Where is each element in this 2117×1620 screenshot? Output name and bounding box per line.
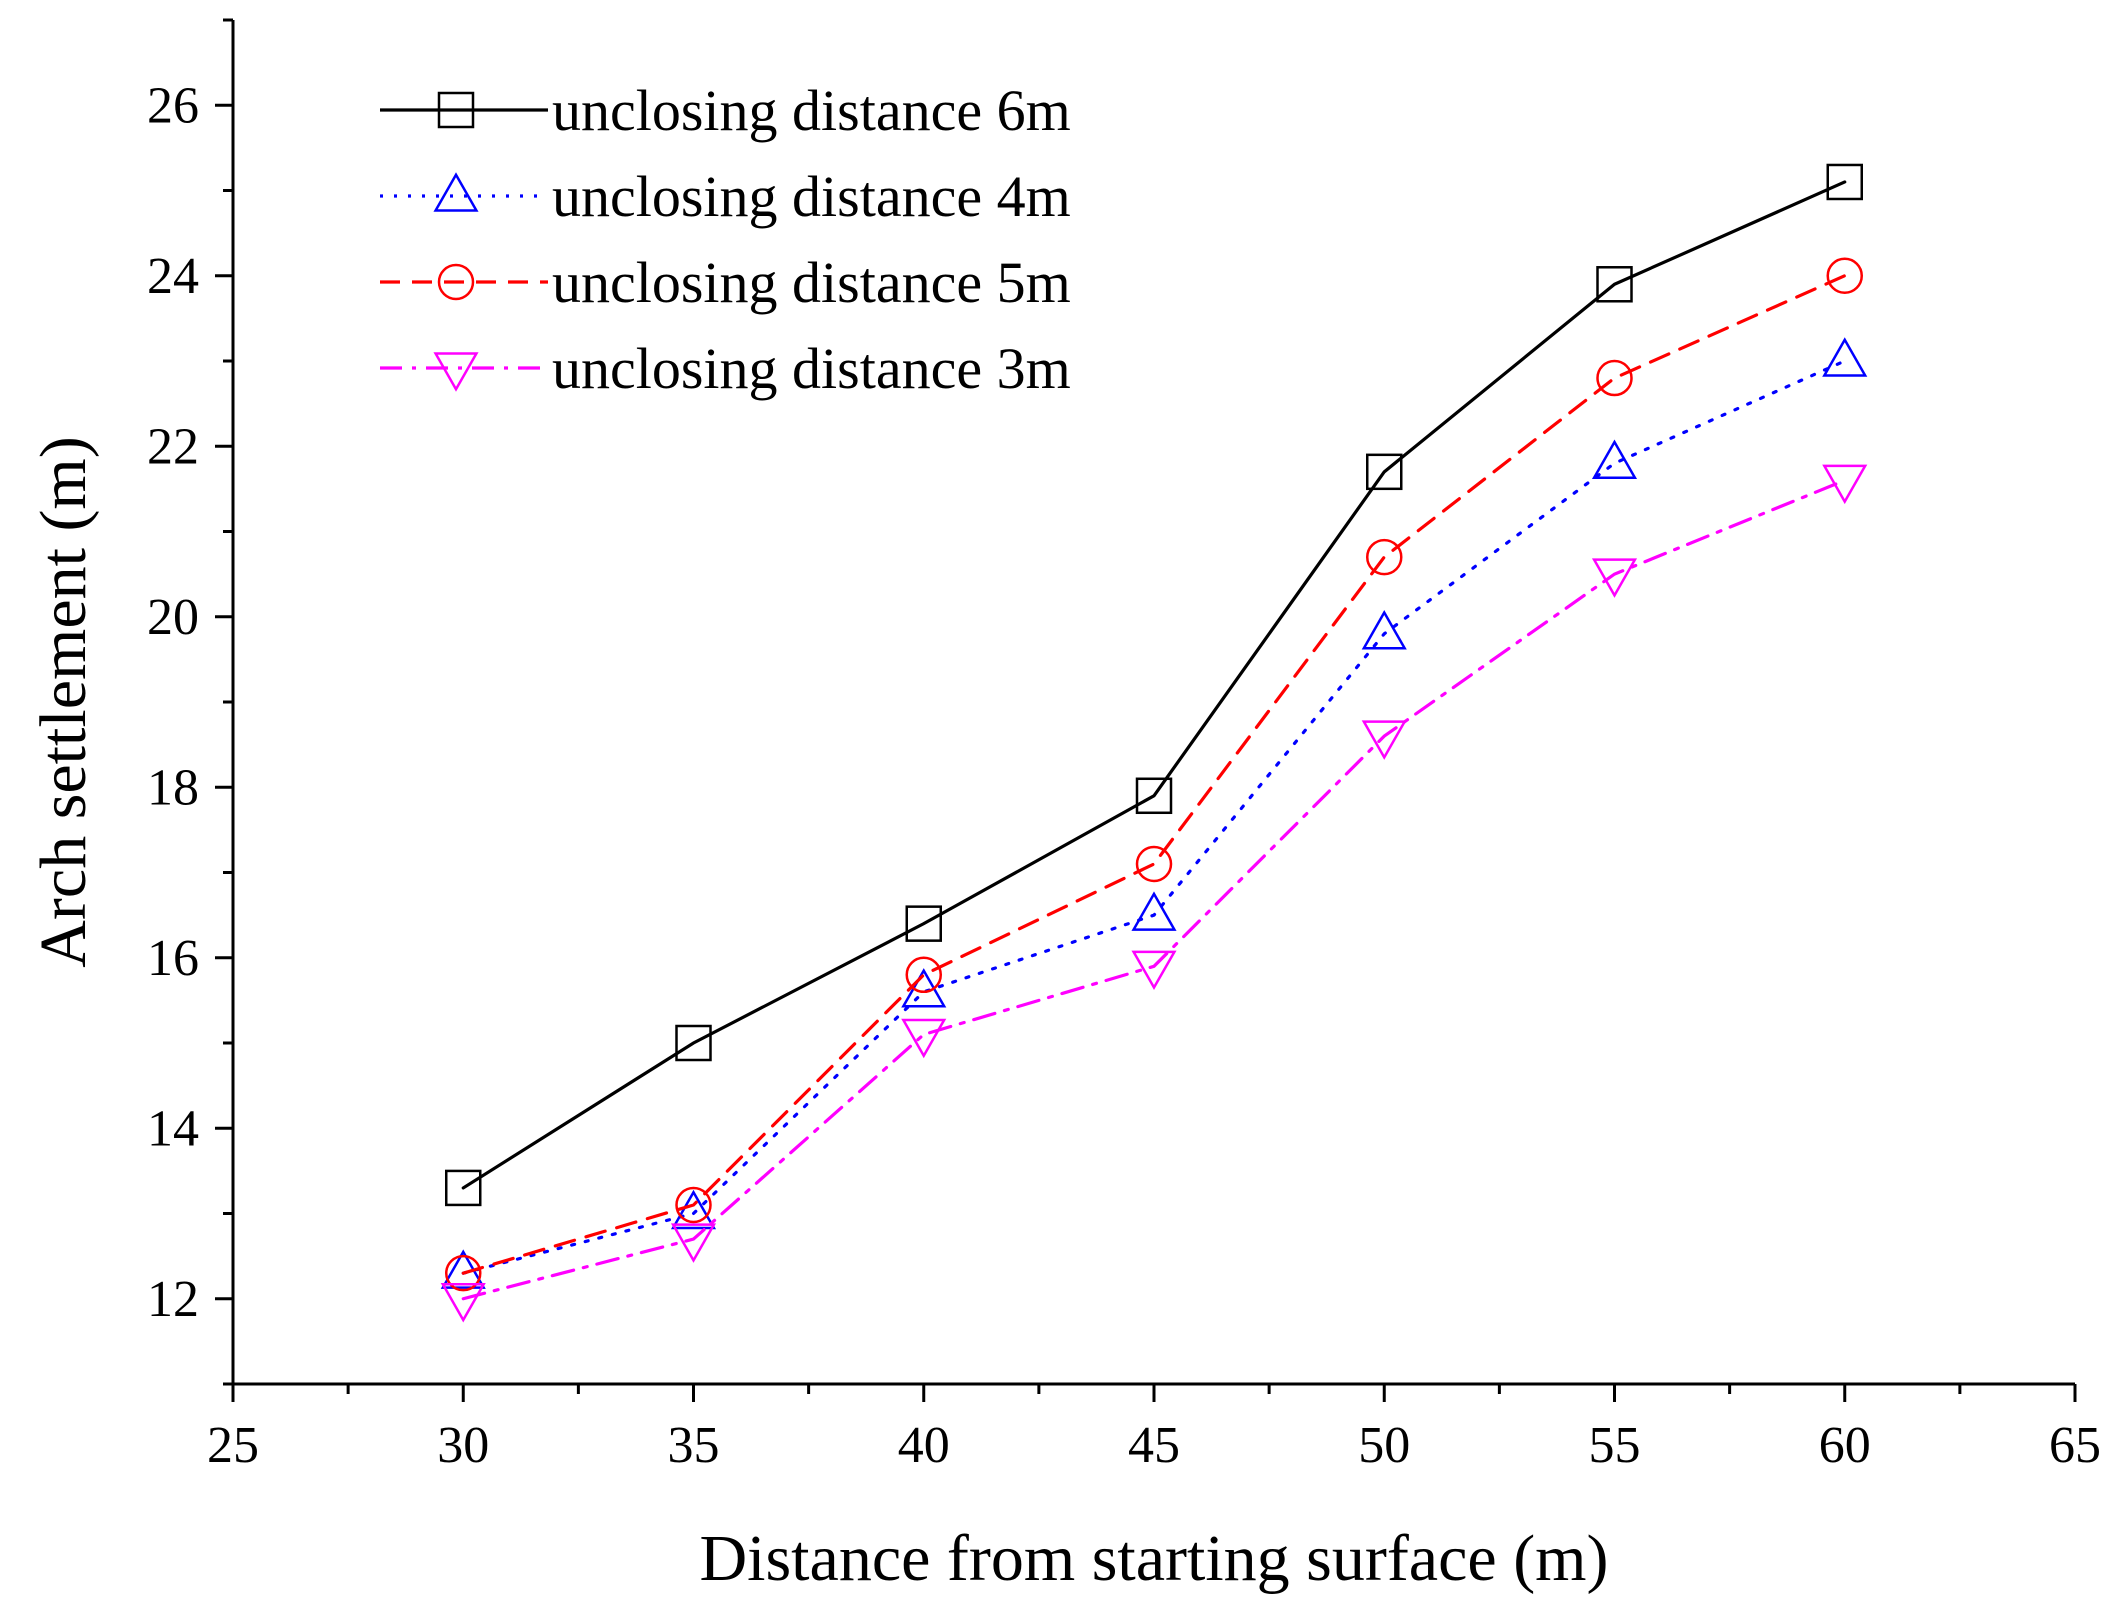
y-tick-label: 20 [147, 589, 199, 646]
y-tick-label: 14 [147, 1100, 199, 1157]
legend-item: unclosing distance 3m [380, 336, 1071, 401]
y-tick-label: 16 [147, 930, 199, 987]
legend-label: unclosing distance 4m [552, 164, 1071, 229]
legend-item: unclosing distance 4m [380, 164, 1071, 229]
marker-triangle-down [901, 1018, 947, 1059]
marker-square [675, 1024, 712, 1062]
marker-triangle-down [1361, 720, 1407, 760]
marker-square [437, 91, 475, 129]
x-tick-label: 40 [898, 1417, 950, 1474]
legend-label: unclosing distance 5m [552, 250, 1071, 315]
marker-triangle-down [1131, 950, 1177, 991]
marker-triangle-up [1131, 891, 1177, 931]
legend-label: unclosing distance 6m [552, 78, 1071, 143]
series-line [461, 274, 1847, 1275]
series-1 [445, 163, 1863, 1207]
marker-circle [1826, 257, 1863, 294]
legend-item: unclosing distance 5m [380, 250, 1071, 315]
marker-circle [1596, 359, 1633, 397]
y-tick-label: 12 [147, 1271, 199, 1328]
marker-triangle-down [1822, 464, 1868, 505]
marker-square [1366, 453, 1403, 491]
x-tick-label: 60 [1819, 1417, 1871, 1474]
y-tick-label: 26 [147, 77, 199, 134]
marker-circle [1366, 538, 1403, 576]
y-tick-label: 22 [147, 418, 199, 475]
marker-square [905, 905, 942, 942]
y-tick-label: 18 [147, 759, 199, 816]
marker-triangle-up [1591, 439, 1638, 479]
x-tick-label: 35 [668, 1417, 720, 1474]
marker-circle [437, 263, 475, 301]
series-layer [440, 163, 1868, 1323]
marker-triangle-up [433, 172, 479, 212]
axes: 25 30 35 40 45 50 55 60 65 12 14 16 18 20 22 24 26 [147, 18, 2101, 1474]
marker-triangle-down [670, 1223, 717, 1263]
legend-label: unclosing distance 3m [552, 336, 1071, 401]
series-3 [445, 257, 1863, 1292]
y-tick-label: 24 [147, 248, 199, 305]
series-line [461, 478, 1847, 1301]
series-4 [440, 464, 1868, 1323]
legend-item: unclosing distance 6m [380, 78, 1071, 143]
marker-circle [675, 1186, 712, 1224]
marker-square [1135, 777, 1173, 815]
x-tick-label: 25 [207, 1417, 259, 1474]
marker-square [1596, 266, 1633, 303]
series-line [461, 180, 1847, 1190]
x-tick-label: 65 [2049, 1417, 2101, 1474]
x-axis-title: Distance from starting surface (m) [700, 1522, 1609, 1595]
marker-triangle-down [433, 352, 479, 392]
marker-triangle-up [1822, 337, 1868, 377]
series-line [461, 359, 1847, 1275]
x-tick-label: 55 [1589, 1417, 1641, 1474]
x-tick-label: 45 [1128, 1417, 1180, 1474]
marker-triangle-down [440, 1283, 486, 1323]
marker-circle [1135, 845, 1173, 883]
marker-square [1826, 163, 1863, 201]
x-tick-label: 30 [437, 1417, 489, 1474]
marker-square [445, 1169, 482, 1207]
marker-triangle-down [1591, 558, 1638, 598]
legend: unclosing distance 6m unclosing distance … [380, 78, 1071, 401]
marker-circle [445, 1254, 482, 1292]
y-axis-title: Arch settlement (m) [27, 436, 100, 967]
x-tick-label: 50 [1358, 1417, 1410, 1474]
marker-circle [905, 956, 942, 994]
marker-triangle-up [1361, 610, 1407, 650]
marker-triangle-up [670, 1189, 717, 1230]
